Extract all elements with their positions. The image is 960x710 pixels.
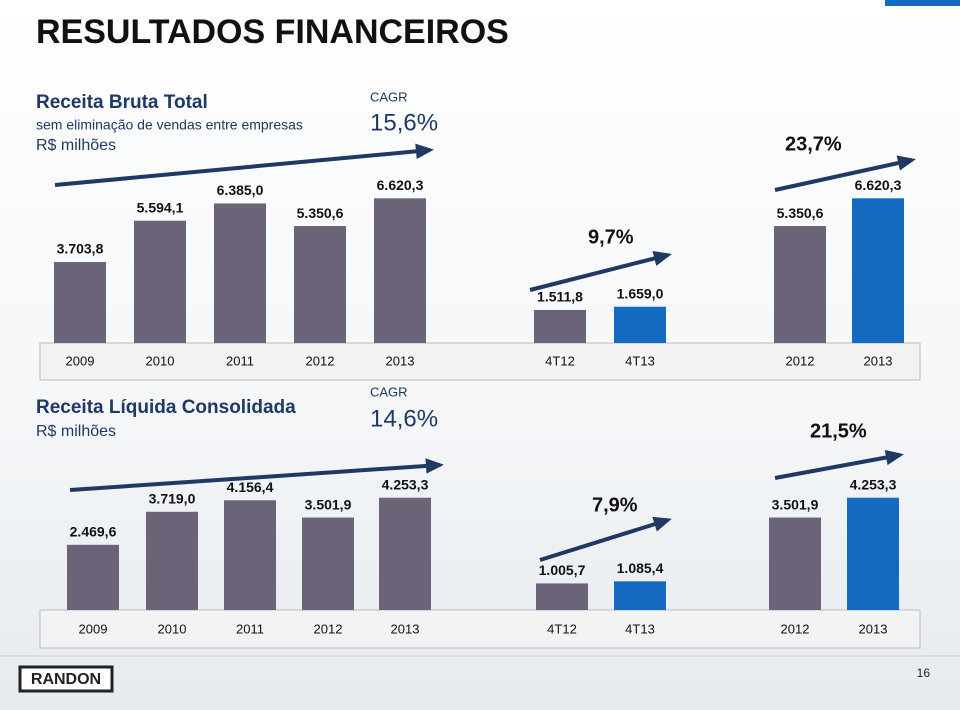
value-label: 1.005,7 [539,562,586,578]
growth-annotation: 14,6% [370,405,438,432]
x-tick-label: 2011 [236,621,264,636]
value-label: 3.501,9 [772,496,819,512]
x-tick-label: 2012 [786,353,815,368]
growth-arrow [69,463,441,492]
value-label: 5.350,6 [777,205,824,221]
bar [67,544,119,610]
value-label: 6.620,3 [377,177,424,193]
value-label: 5.594,1 [137,199,184,215]
accent-bar [885,0,960,6]
arrow-head [896,155,916,171]
bar [852,198,904,343]
logo: RANDON [31,671,101,688]
bar [769,517,821,610]
x-tick-label: 2012 [306,353,335,368]
bar [614,581,666,610]
cagr-label: CAGR [370,384,408,399]
x-tick-label: 2009 [79,621,108,636]
value-label: 1.659,0 [617,285,664,301]
value-label: 1.511,8 [537,289,583,305]
value-label: 6.620,3 [855,177,902,193]
x-tick-label: 2012 [781,621,810,636]
x-tick-label: 2010 [158,621,187,636]
x-tick-label: 4T12 [545,353,575,368]
value-label: 4.156,4 [227,479,274,495]
category-band [39,342,921,381]
x-tick-label: 2010 [146,353,175,368]
panel-title: Receita Bruta Total [36,92,208,113]
x-tick-label: 2013 [391,621,420,636]
panel-subtitle: sem eliminação de vendas entre empresas [36,117,303,133]
panel-subtitle: R$ milhões [36,137,116,154]
arrow-head [652,516,672,532]
arrow-head [415,143,434,159]
arrow-head [425,458,444,474]
bar [534,309,586,343]
value-label: 4.253,3 [382,476,429,492]
page-number: 16 [917,666,931,680]
growth-annotation: 9,7% [588,226,634,248]
slide-title: RESULTADOS FINANCEIROS [36,13,509,51]
panel-subtitle: R$ milhões [36,423,116,440]
value-label: 2.469,6 [70,524,117,540]
value-label: 3.719,0 [149,491,196,507]
x-tick-label: 2009 [66,353,95,368]
logo-box [18,665,114,693]
growth-arrow [774,453,901,480]
panel-title: Receita Líquida Consolidada [36,397,296,418]
value-label: 3.703,8 [57,241,104,257]
bar [374,198,426,343]
bar [774,226,826,343]
growth-arrow [54,148,431,187]
x-tick-label: 2013 [859,621,888,636]
category-band [39,609,921,649]
bar [54,262,106,343]
bar [134,220,186,343]
growth-arrow [539,518,669,562]
bar [614,306,666,343]
x-tick-label: 4T13 [625,621,655,636]
x-tick-label: 2013 [386,353,415,368]
bar [146,511,198,610]
bar [536,583,588,610]
bar [379,497,431,610]
growth-arrow [529,253,669,292]
growth-annotation: 7,9% [592,494,638,516]
bar [302,517,354,610]
growth-arrow [774,158,913,192]
arrow-head [652,251,672,266]
cagr-label: CAGR [370,89,408,104]
value-label: 4.253,3 [850,476,897,492]
x-tick-label: 2012 [314,621,343,636]
x-tick-label: 2013 [864,353,893,368]
value-label: 6.385,0 [217,182,264,198]
bar [214,203,266,343]
x-tick-label: 2011 [226,353,254,368]
value-label: 5.350,6 [297,205,344,221]
arrow-head [884,449,904,466]
x-tick-label: 4T12 [547,621,577,636]
bar [847,497,899,610]
bar [224,500,276,610]
bar [294,226,346,343]
x-tick-label: 4T13 [625,353,655,368]
growth-annotation: 15,6% [370,109,438,136]
growth-annotation: 21,5% [810,420,867,442]
value-label: 3.501,9 [305,496,352,512]
growth-annotation: 23,7% [785,133,842,155]
value-label: 1.085,4 [617,560,664,576]
